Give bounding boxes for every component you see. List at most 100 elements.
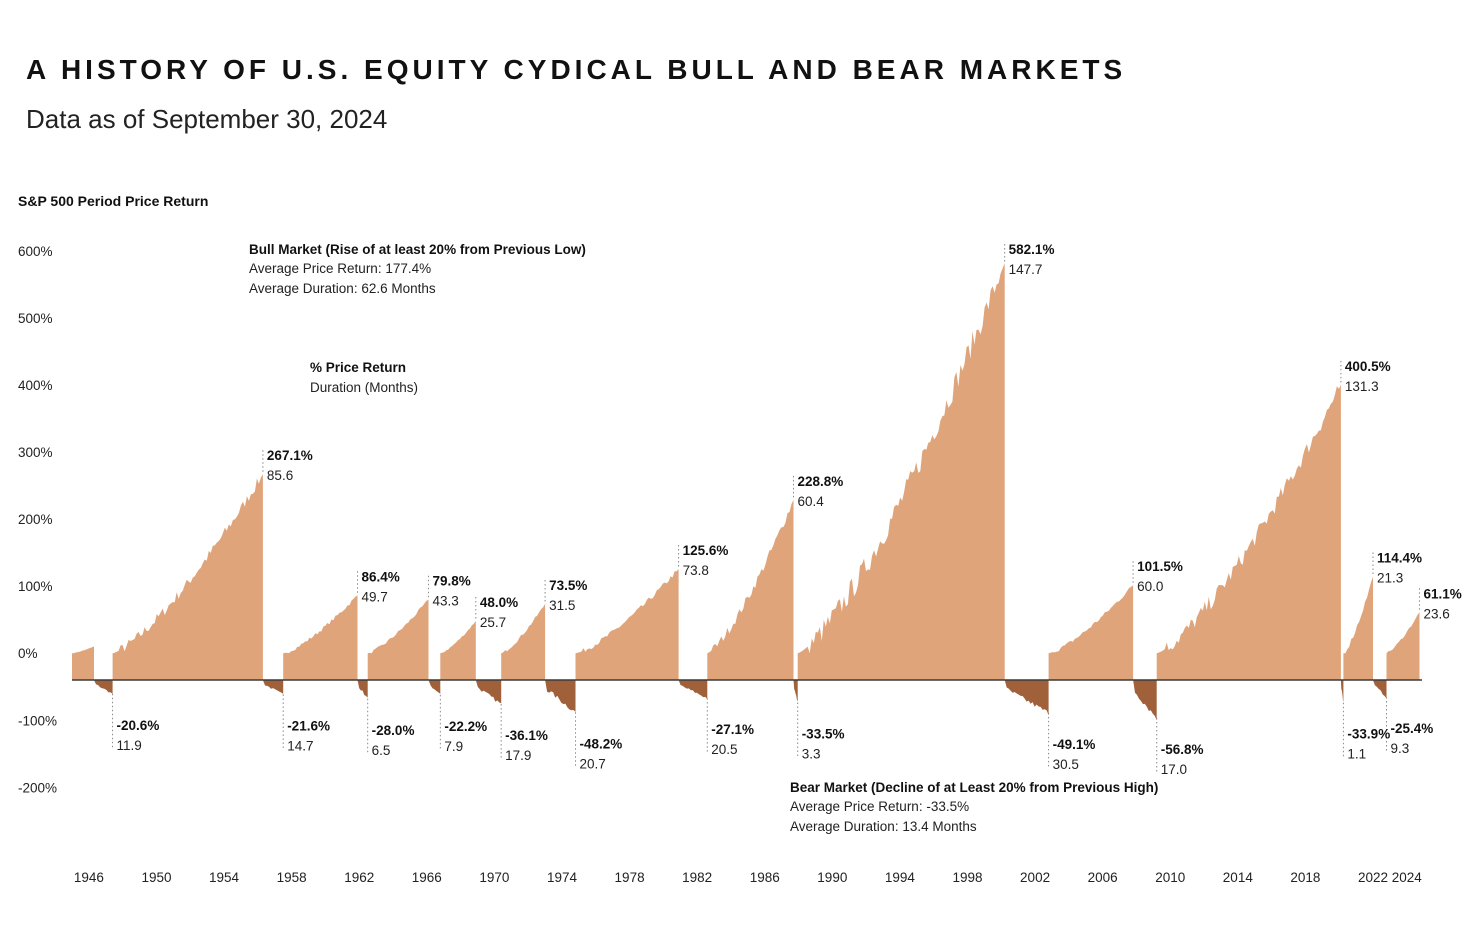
bear-market-area bbox=[1004, 680, 1049, 716]
x-tick-label: 2018 bbox=[1290, 870, 1320, 885]
bull-market-area bbox=[1048, 585, 1134, 680]
data-label-duration: 20.5 bbox=[711, 742, 737, 757]
plot-area bbox=[72, 263, 1420, 721]
key-price-return: % Price Return bbox=[310, 360, 406, 375]
bear-market-area bbox=[793, 680, 798, 702]
bear-market-area bbox=[1133, 680, 1157, 721]
x-tick-label: 1946 bbox=[74, 870, 104, 885]
data-label-duration: 9.3 bbox=[1391, 741, 1410, 756]
data-label-duration: 31.5 bbox=[549, 598, 575, 613]
bear-market-area bbox=[475, 680, 502, 704]
bull-legend-avg-return: Average Price Return: 177.4% bbox=[249, 261, 431, 276]
data-label-return: 48.0% bbox=[480, 595, 518, 610]
x-tick-label: 1954 bbox=[209, 870, 240, 885]
y-tick-label: 0% bbox=[18, 646, 38, 661]
bull-market-area bbox=[367, 599, 429, 680]
y-axis: 600% 500% 400% 300% 200% 100% 0% -100% -200% bbox=[18, 244, 57, 795]
data-label-return: -25.4% bbox=[1391, 721, 1434, 736]
data-label-return: -20.6% bbox=[117, 718, 160, 733]
y-tick-label: 100% bbox=[18, 579, 53, 594]
x-tick-label: 1986 bbox=[750, 870, 780, 885]
bear-legend: Bear Market (Decline of at Least 20% fro… bbox=[790, 780, 1158, 834]
bull-market-area bbox=[1343, 576, 1373, 680]
y-tick-label: 500% bbox=[18, 311, 53, 326]
data-label-return: -27.1% bbox=[711, 722, 754, 737]
data-label-return: -56.8% bbox=[1161, 742, 1204, 757]
bear-market-area bbox=[94, 680, 113, 694]
data-label-duration: 3.3 bbox=[802, 746, 821, 761]
data-label-duration: 7.9 bbox=[444, 739, 463, 754]
x-tick-label: 1970 bbox=[479, 870, 509, 885]
data-label-return: -49.1% bbox=[1053, 737, 1096, 752]
label-key-legend: % Price Return Duration (Months) bbox=[310, 360, 418, 395]
data-label-return: 61.1% bbox=[1423, 586, 1461, 601]
x-tick-label: 2002 bbox=[1020, 870, 1050, 885]
data-label-return: 582.1% bbox=[1009, 242, 1055, 257]
data-label-duration: 1.1 bbox=[1347, 747, 1366, 762]
bull-market-area bbox=[501, 604, 546, 680]
y-tick-label: 400% bbox=[18, 378, 53, 393]
data-label-return: 101.5% bbox=[1137, 559, 1183, 574]
chart-title: A HISTORY OF U.S. EQUITY CYDICAL BULL AN… bbox=[26, 54, 1127, 85]
x-tick-label: 1990 bbox=[817, 870, 847, 885]
bear-market-area bbox=[357, 680, 368, 698]
data-label-duration: 147.7 bbox=[1009, 262, 1043, 277]
x-tick-label: 2024 bbox=[1392, 870, 1423, 885]
data-labels: -20.6% 11.9 267.1% 85.6 -21.6% 14.7 86.4% 49.7 -… bbox=[117, 242, 1462, 777]
bull-market-area bbox=[72, 646, 94, 680]
bull-market-area bbox=[1386, 612, 1420, 680]
data-label-duration: 11.9 bbox=[117, 738, 142, 753]
y-tick-label: 600% bbox=[18, 244, 53, 259]
data-label-duration: 17.0 bbox=[1161, 762, 1187, 777]
bull-legend-avg-duration: Average Duration: 62.6 Months bbox=[249, 281, 436, 296]
bear-legend-title: Bear Market (Decline of at Least 20% fro… bbox=[790, 780, 1158, 795]
key-duration: Duration (Months) bbox=[310, 380, 418, 395]
data-label-return: -21.6% bbox=[287, 718, 330, 733]
x-tick-label: 1978 bbox=[615, 870, 645, 885]
data-label-duration: 85.6 bbox=[267, 468, 293, 483]
y-tick-label: 300% bbox=[18, 445, 53, 460]
bear-market-area bbox=[1340, 680, 1344, 703]
data-label-return: 125.6% bbox=[683, 543, 729, 558]
bull-market-area bbox=[707, 499, 794, 680]
data-label-return: -28.0% bbox=[372, 723, 415, 738]
data-label-return: 79.8% bbox=[433, 574, 471, 589]
data-label-duration: 43.3 bbox=[433, 594, 459, 609]
data-label-duration: 60.4 bbox=[797, 494, 824, 509]
data-label-duration: 23.6 bbox=[1423, 606, 1449, 621]
bull-legend: Bull Market (Rise of at least 20% from P… bbox=[249, 242, 586, 296]
guide-lines bbox=[112, 244, 1420, 775]
x-tick-label: 2022 bbox=[1358, 870, 1388, 885]
x-tick-label: 2010 bbox=[1155, 870, 1185, 885]
data-label-duration: 25.7 bbox=[480, 615, 506, 630]
data-label-return: 228.8% bbox=[797, 474, 843, 489]
bull-market-area bbox=[440, 621, 476, 680]
bear-legend-avg-return: Average Price Return: -33.5% bbox=[790, 799, 969, 814]
data-label-duration: 21.3 bbox=[1377, 571, 1403, 586]
data-label-return: 114.4% bbox=[1377, 551, 1422, 566]
data-label-duration: 131.3 bbox=[1345, 379, 1379, 394]
data-label-return: -36.1% bbox=[505, 728, 548, 743]
bear-market-area bbox=[545, 680, 576, 712]
bull-market-area bbox=[112, 474, 263, 680]
x-tick-label: 2006 bbox=[1088, 870, 1118, 885]
x-tick-label: 2014 bbox=[1223, 870, 1254, 885]
y-tick-label: -100% bbox=[18, 713, 57, 728]
data-label-duration: 14.7 bbox=[287, 738, 313, 753]
data-label-return: -33.9% bbox=[1347, 727, 1390, 742]
x-axis: 1946 1950 1954 1958 1962 1966 1970 1974 1978 1982… bbox=[74, 870, 1422, 885]
data-label-return: 86.4% bbox=[362, 569, 400, 584]
data-label-return: -22.2% bbox=[444, 719, 487, 734]
data-label-return: 400.5% bbox=[1345, 359, 1391, 374]
data-label-return: 267.1% bbox=[267, 448, 313, 463]
y-tick-label: 200% bbox=[18, 512, 53, 527]
data-label-duration: 73.8 bbox=[683, 563, 709, 578]
bull-market-area bbox=[575, 569, 679, 680]
data-label-duration: 30.5 bbox=[1053, 757, 1079, 772]
bull-market-area bbox=[1156, 384, 1341, 680]
x-tick-label: 1958 bbox=[277, 870, 307, 885]
bear-market-area bbox=[428, 680, 441, 694]
x-tick-label: 1998 bbox=[952, 870, 982, 885]
data-label-duration: 20.7 bbox=[580, 756, 606, 771]
